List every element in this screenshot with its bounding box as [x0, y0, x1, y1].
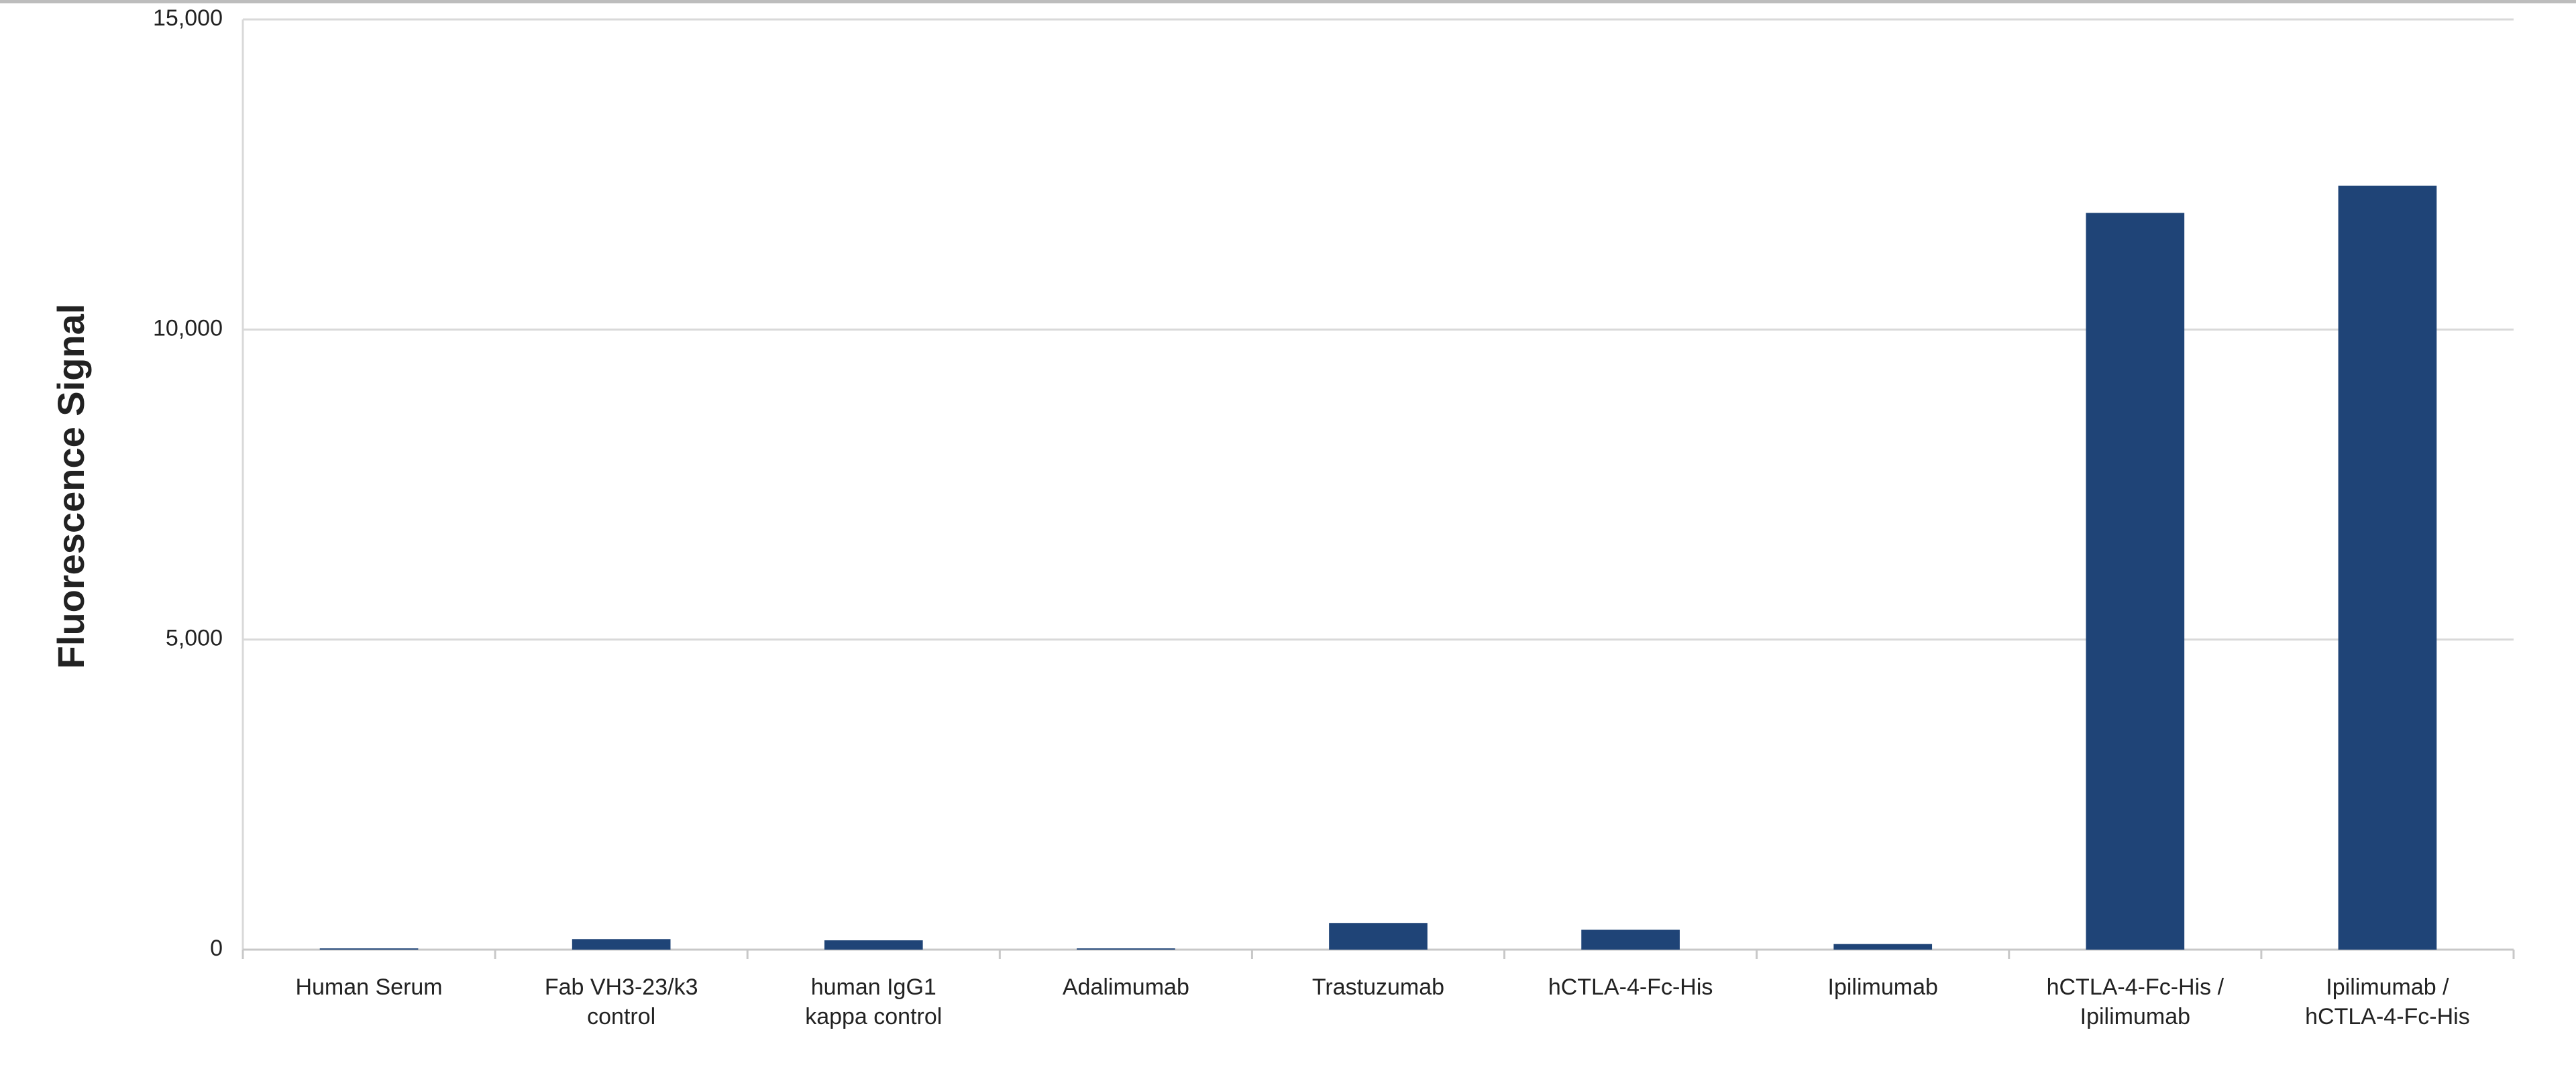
- x-tick-label: Ipilimumab: [1827, 974, 1938, 1000]
- x-tick-label: Human Serum: [295, 974, 443, 1000]
- x-tick-label: human IgG1 kappa control: [805, 974, 943, 1029]
- bar: [1581, 930, 1680, 950]
- y-tick-label: 15,000: [153, 5, 223, 31]
- x-tick-label: hCTLA-4-Fc-His / Ipilimumab: [2046, 974, 2224, 1029]
- x-tick-label: Trastuzumab: [1311, 974, 1445, 1000]
- y-axis-title: Fluorescence Signal: [50, 304, 92, 669]
- x-tick-label: Ipilimumab / hCTLA-4-Fc-His: [2305, 974, 2470, 1029]
- bar: [1833, 944, 1933, 950]
- chart-svg: Fluorescence Signal 0 5,000 10,000 15,000: [50, 5, 2515, 961]
- x-tick-label: Fab VH3-23/k3 control: [544, 974, 698, 1029]
- bar: [1077, 948, 1175, 950]
- x-tick-label: Adalimumab: [1062, 974, 1189, 1000]
- y-tick-label: 5,000: [166, 626, 223, 651]
- y-tick-label: 0: [210, 936, 223, 961]
- bar: [1329, 923, 1428, 950]
- bar: [824, 940, 923, 950]
- bar: [572, 939, 671, 950]
- bar: [319, 948, 419, 950]
- x-tick-label: hCTLA-4-Fc-His: [1548, 974, 1713, 1000]
- bar: [2338, 185, 2437, 950]
- y-tick-label: 10,000: [153, 315, 223, 341]
- bar: [2086, 213, 2185, 950]
